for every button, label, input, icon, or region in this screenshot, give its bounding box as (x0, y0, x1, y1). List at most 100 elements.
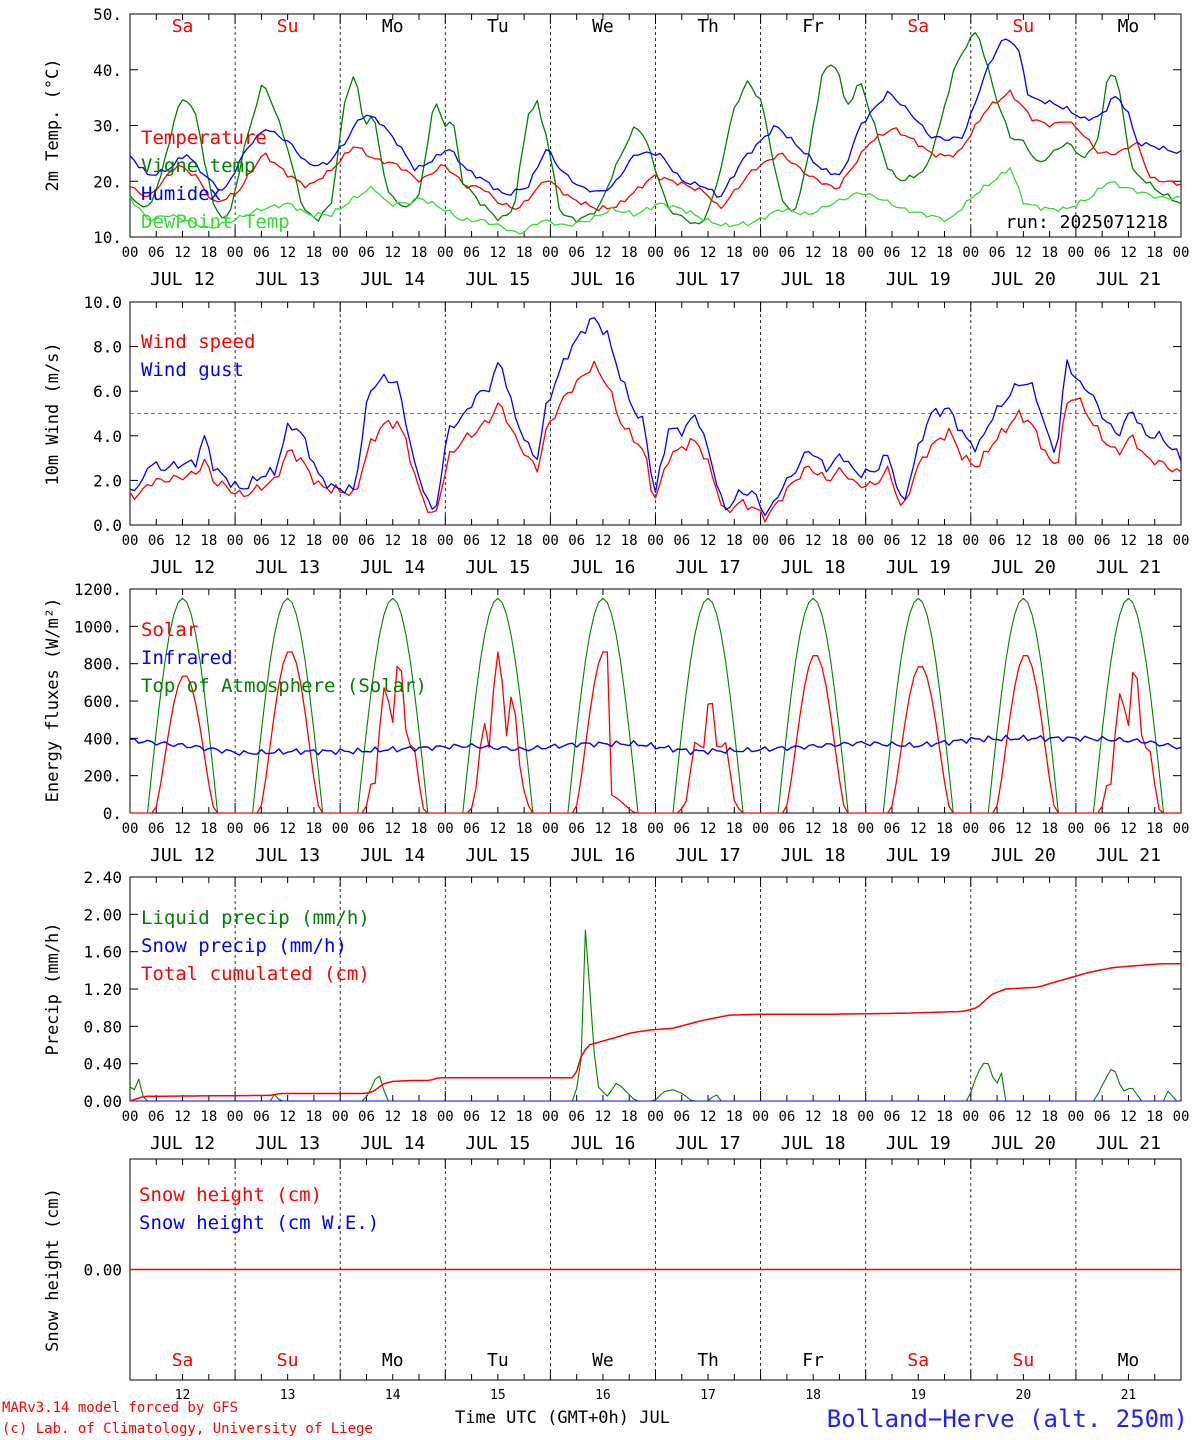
hour-tick-label: 00 (1173, 1109, 1190, 1125)
date-label: JUL 14 (360, 1133, 425, 1154)
date-label: JUL 16 (570, 269, 635, 290)
hour-tick-label: 12 (805, 533, 822, 549)
hour-tick-label: 06 (884, 245, 901, 261)
y-axis-label: Energy fluxes (W/m²) (43, 598, 63, 803)
hour-tick-label: 06 (1094, 245, 1111, 261)
hour-tick-label: 12 (1120, 1109, 1137, 1125)
hour-tick-label: 12 (595, 1109, 612, 1125)
hour-tick-label: 06 (778, 245, 795, 261)
hour-tick-label: 12 (174, 1109, 191, 1125)
hour-tick-label: 12 (805, 245, 822, 261)
series-layer (129, 32, 1182, 1271)
hour-tick-label: 18 (1041, 245, 1058, 261)
hour-tick-label: 00 (752, 1109, 769, 1125)
hour-tick-label: 18 (1146, 821, 1163, 837)
hour-tick-label: 18 (621, 821, 638, 837)
hour-tick-label: 06 (673, 245, 690, 261)
legend-solar: Solar (141, 619, 198, 641)
text-layer: 10. 20. 30. 40. 50. 2m Temp. (°C) 00 06 12 18 00 06… (43, 5, 1189, 1403)
date-label: JUL 18 (781, 845, 846, 866)
weekday-label: Tu (487, 1350, 509, 1371)
hour-tick-label: 00 (227, 245, 244, 261)
hour-tick-label: 06 (778, 1109, 795, 1125)
hour-tick-label: 00 (227, 821, 244, 837)
hour-tick-label: 12 (384, 245, 401, 261)
y-tick-label: 0.0 (93, 516, 122, 535)
y-tick-label: 1.60 (83, 943, 122, 962)
hour-tick-label: 06 (673, 821, 690, 837)
hour-tick-label: 12 (805, 821, 822, 837)
date-label: JUL 17 (676, 269, 741, 290)
hour-tick-label: 06 (253, 533, 270, 549)
hour-tick-label: 06 (989, 821, 1006, 837)
date-label: JUL 19 (886, 1133, 951, 1154)
date-label: JUL 16 (570, 1133, 635, 1154)
legend-snow-precip-mm-h: Snow precip (mm/h) (141, 935, 347, 957)
y-tick-label: 2.40 (83, 868, 122, 887)
legend-dewpoint-temp: DewPoint Temp (141, 211, 290, 233)
weekday-label: Sa (907, 1350, 929, 1371)
hour-tick-label: 18 (936, 245, 953, 261)
hour-tick-label: 12 (1015, 1109, 1032, 1125)
date-label: JUL 20 (991, 845, 1056, 866)
hour-tick-label: 12 (910, 533, 927, 549)
y-tick-label: 1.20 (83, 980, 122, 999)
hour-tick-label: 12 (279, 821, 296, 837)
weekday-label: Sa (172, 1350, 194, 1371)
series-humidex (129, 38, 1182, 198)
hour-tick-label: 06 (673, 1109, 690, 1125)
day-number-label: 19 (910, 1388, 926, 1403)
y-tick-label: 50. (93, 5, 122, 24)
date-label: JUL 21 (1096, 845, 1161, 866)
weekday-label: Tu (487, 16, 509, 37)
hour-tick-label: 00 (1067, 533, 1084, 549)
y-tick-label: 0.80 (83, 1017, 122, 1036)
date-label: JUL 20 (991, 1133, 1056, 1154)
hour-tick-label: 00 (752, 245, 769, 261)
hour-tick-label: 18 (411, 533, 428, 549)
hour-tick-label: 00 (437, 821, 454, 837)
hour-tick-label: 18 (411, 245, 428, 261)
hour-tick-label: 12 (489, 1109, 506, 1125)
hour-tick-label: 18 (831, 821, 848, 837)
hour-tick-label: 18 (621, 1109, 638, 1125)
hour-tick-label: 06 (148, 533, 165, 549)
hour-tick-label: 06 (358, 821, 375, 837)
hour-tick-label: 06 (884, 533, 901, 549)
day-number-label: 17 (700, 1388, 716, 1403)
hour-tick-label: 12 (279, 1109, 296, 1125)
hour-tick-label: 18 (200, 533, 217, 549)
date-label: JUL 17 (676, 845, 741, 866)
hour-tick-label: 06 (148, 821, 165, 837)
y-tick-label: 1200. (74, 580, 122, 599)
hour-tick-label: 06 (778, 533, 795, 549)
series-vigne-temp (129, 32, 1182, 225)
hour-tick-label: 12 (595, 533, 612, 549)
hour-tick-label: 00 (332, 533, 349, 549)
hour-tick-label: 12 (700, 1109, 717, 1125)
hour-tick-label: 18 (831, 245, 848, 261)
hour-tick-label: 06 (989, 245, 1006, 261)
hour-tick-label: 06 (358, 533, 375, 549)
y-tick-label: 0.40 (83, 1055, 122, 1074)
hour-tick-label: 06 (1094, 1109, 1111, 1125)
hour-tick-label: 06 (884, 821, 901, 837)
y-tick-label: 4.0 (93, 427, 122, 446)
hour-tick-label: 00 (1173, 533, 1190, 549)
hour-tick-label: 18 (831, 1109, 848, 1125)
y-axis-label: Snow height (cm) (43, 1188, 63, 1352)
y-tick-label: 400. (83, 729, 122, 748)
hour-tick-label: 00 (542, 533, 559, 549)
hour-tick-label: 12 (1015, 533, 1032, 549)
hour-tick-label: 06 (148, 1109, 165, 1125)
y-axis-label: 10m Wind (m/s) (43, 342, 63, 485)
hour-tick-label: 06 (463, 245, 480, 261)
hour-tick-label: 06 (778, 821, 795, 837)
hour-tick-label: 18 (1146, 533, 1163, 549)
hour-tick-label: 18 (516, 1109, 533, 1125)
hour-tick-label: 00 (1067, 1109, 1084, 1125)
weekday-label: Su (1013, 16, 1035, 37)
weekday-label: We (592, 16, 614, 37)
hour-tick-label: 06 (1094, 533, 1111, 549)
y-tick-label: 6.0 (93, 382, 122, 401)
